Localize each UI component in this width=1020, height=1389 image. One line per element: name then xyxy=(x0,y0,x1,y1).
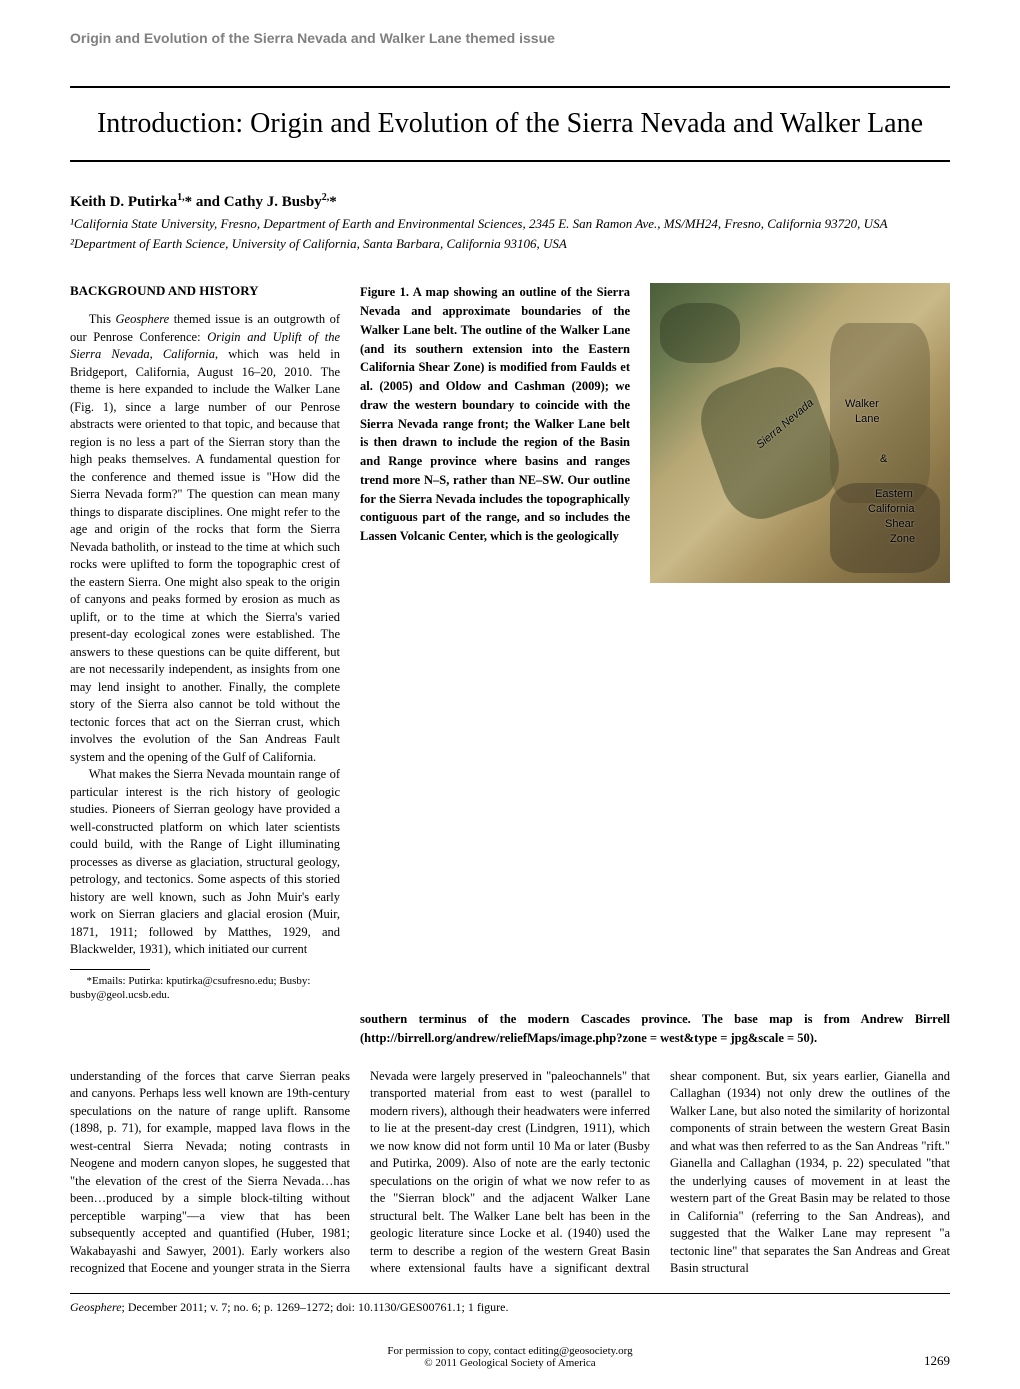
body-text-left: This Geosphere themed issue is an outgro… xyxy=(70,311,340,959)
map-label-walker: Walker xyxy=(845,398,879,410)
left-column: BACKGROUND AND HISTORY This Geosphere th… xyxy=(70,283,340,1002)
map-label-lane: Lane xyxy=(855,413,879,425)
footer-permission: For permission to copy, contact editing@… xyxy=(70,1345,950,1357)
lower-body-text: understanding of the forces that carve S… xyxy=(70,1069,950,1276)
affiliation-1: ¹California State University, Fresno, De… xyxy=(70,215,950,233)
top-block: BACKGROUND AND HISTORY This Geosphere th… xyxy=(70,283,950,1002)
footer: For permission to copy, contact editing@… xyxy=(70,1345,950,1369)
theme-header: Origin and Evolution of the Sierra Nevad… xyxy=(70,30,950,46)
lower-three-column: understanding of the forces that carve S… xyxy=(70,1068,950,1278)
page-number: 1269 xyxy=(924,1353,950,1369)
footer-copyright: © 2011 Geological Society of America xyxy=(70,1357,950,1369)
map-label-shear: Shear xyxy=(885,518,914,530)
affiliation-2: ²Department of Earth Science, University… xyxy=(70,235,950,253)
map-label-eastern: Eastern xyxy=(875,488,913,500)
citation-line: Geosphere; December 2011; v. 7; no. 6; p… xyxy=(70,1300,950,1315)
map-label-california: California xyxy=(868,503,914,515)
citation-rule xyxy=(70,1293,950,1294)
citation-journal: Geosphere xyxy=(70,1300,122,1314)
figure-1-map: Sierra Nevada Walker Lane & Eastern Cali… xyxy=(650,283,950,583)
article-title: Introduction: Origin and Evolution of th… xyxy=(70,108,950,140)
section-header-background: BACKGROUND AND HISTORY xyxy=(70,283,340,299)
citation-details: ; December 2011; v. 7; no. 6; p. 1269–12… xyxy=(122,1300,509,1314)
content-area: BACKGROUND AND HISTORY This Geosphere th… xyxy=(70,283,950,1369)
map-terrain-1 xyxy=(660,303,740,363)
footnote-emails: *Emails: Putirka: kputirka@csufresno.edu… xyxy=(70,974,340,1003)
para-1: This Geosphere themed issue is an outgro… xyxy=(70,311,340,766)
map-label-amp: & xyxy=(880,453,887,465)
map-label-zone: Zone xyxy=(890,533,915,545)
map-terrain-3 xyxy=(830,323,930,503)
title-rule-bottom xyxy=(70,160,950,162)
figure-1-caption-part2: southern terminus of the modern Cascades… xyxy=(360,1010,950,1048)
authors: Keith D. Putirka1,* and Cathy J. Busby2,… xyxy=(70,192,950,211)
para-2: What makes the Sierra Nevada mountain ra… xyxy=(70,766,340,959)
figure-1-caption-part1: Figure 1. A map showing an outline of th… xyxy=(360,283,630,546)
title-rule-top xyxy=(70,86,950,88)
middle-column-caption: Figure 1. A map showing an outline of th… xyxy=(360,283,630,546)
footnote-rule xyxy=(70,969,150,970)
